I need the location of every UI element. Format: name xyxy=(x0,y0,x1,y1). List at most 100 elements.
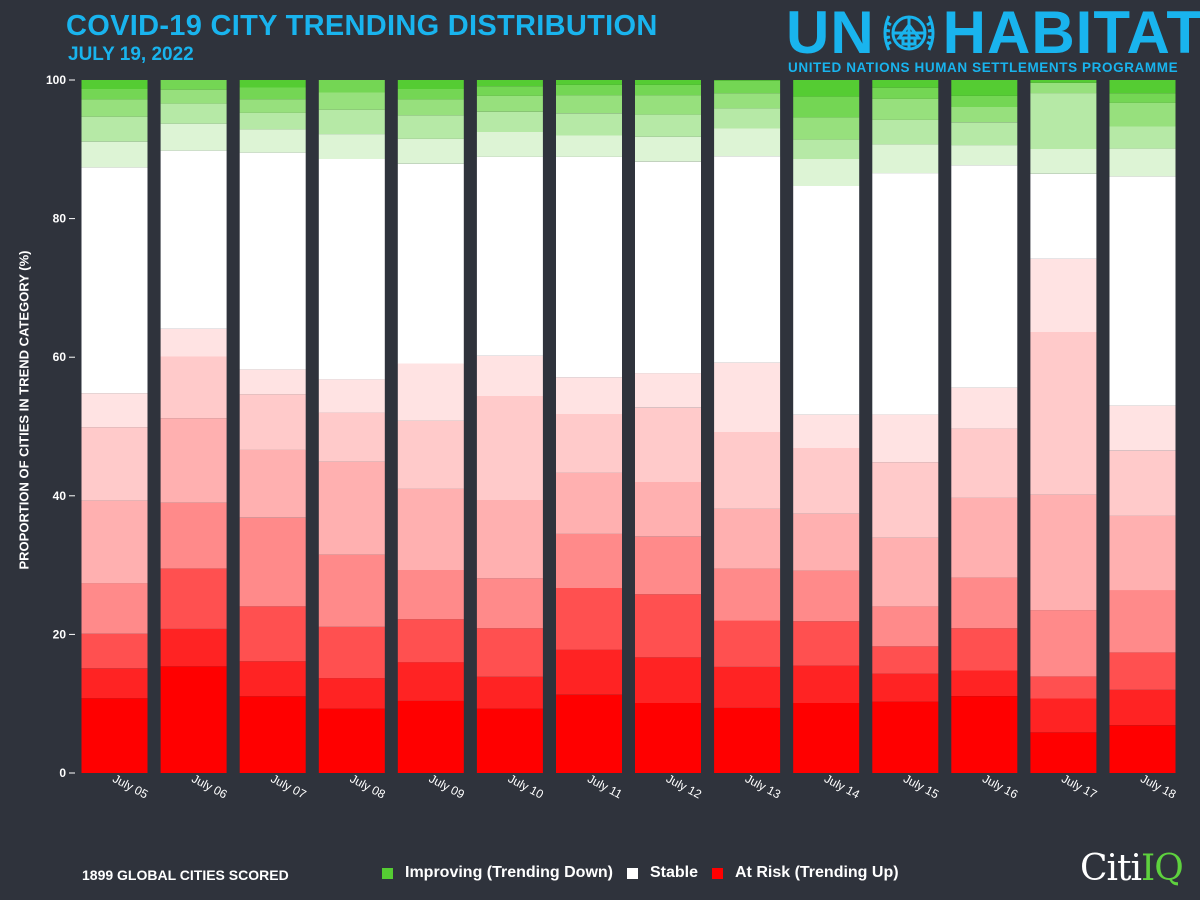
bar-segment xyxy=(635,95,701,115)
bar-segment xyxy=(397,163,464,364)
bar-segment xyxy=(635,481,701,537)
bar-segment xyxy=(1030,676,1097,699)
bar-segment xyxy=(476,95,543,112)
legend-label-at-risk: At Risk (Trending Up) xyxy=(735,864,899,881)
bar-segment xyxy=(239,661,306,697)
bar-segment xyxy=(81,99,148,117)
bar-segment xyxy=(1109,725,1176,773)
bar-segment xyxy=(1109,102,1176,127)
x-tick-label: July 07 xyxy=(268,771,308,801)
bar-segment xyxy=(239,99,306,113)
bar-segment xyxy=(872,606,939,647)
bar-segment xyxy=(476,708,543,773)
bar-segment xyxy=(793,448,860,514)
bar-segment xyxy=(160,80,227,90)
bar-segment xyxy=(397,662,464,701)
bar-segment xyxy=(1109,515,1176,591)
bar-segment xyxy=(1030,331,1097,495)
chart-title: COVID-19 CITY TRENDING DISTRIBUTION xyxy=(66,10,658,42)
bar-segment xyxy=(951,696,1018,773)
legend-stable: Stable xyxy=(626,864,698,882)
bar-segment xyxy=(556,472,622,534)
y-tick-label: 0 xyxy=(59,766,66,780)
bar-segment xyxy=(81,500,148,584)
bar-segment xyxy=(1030,698,1097,733)
bar-segment xyxy=(239,449,306,518)
y-tick-label: 20 xyxy=(53,627,67,641)
bar-segment xyxy=(872,673,939,702)
bar-segment xyxy=(318,134,385,159)
bar-segment xyxy=(714,108,781,129)
bar-segment xyxy=(556,533,622,588)
bar-segment xyxy=(635,703,701,773)
un-emblem-icon xyxy=(883,15,935,51)
bar-segment xyxy=(397,89,464,100)
bar-segment xyxy=(476,628,543,677)
bar-segment xyxy=(1109,148,1176,177)
bar-segment xyxy=(793,665,860,703)
y-tick-label: 100 xyxy=(46,73,66,87)
bar-segment xyxy=(397,619,464,663)
bar-segment xyxy=(951,145,1018,166)
bar-segment xyxy=(81,393,148,428)
un-habitat-logo: UN HABITAT UNITED NATIONS HUMAN SETTLEME… xyxy=(786,3,1200,84)
y-tick-label: 80 xyxy=(53,212,67,226)
bar-segment xyxy=(1109,93,1176,103)
bar-segment xyxy=(635,136,701,162)
bar-segment xyxy=(556,588,622,650)
bar-segment xyxy=(476,132,543,157)
bar-segment xyxy=(397,99,464,116)
bar-segment xyxy=(951,80,1018,96)
bar-segment xyxy=(793,117,860,140)
bar-segment xyxy=(318,80,385,93)
bar-segment xyxy=(1109,126,1176,149)
bar-segment xyxy=(476,578,543,629)
bar-segment xyxy=(1109,405,1176,451)
bar-segment xyxy=(81,583,148,634)
bar-segment xyxy=(397,138,464,164)
bar-segment xyxy=(872,537,939,607)
bar-segment xyxy=(556,649,622,695)
x-tick-label: July 16 xyxy=(980,771,1020,801)
bar-segment xyxy=(1030,93,1097,149)
bar-segment xyxy=(476,500,543,579)
bar-segment xyxy=(318,626,385,679)
x-tick-label: July 13 xyxy=(743,771,783,801)
bar-segment xyxy=(239,129,306,153)
logo-subtitle: UNITED NATIONS HUMAN SETTLEMENTS PROGRAM… xyxy=(788,60,1179,75)
bar-segment xyxy=(556,113,622,136)
logo-text-right: HABITAT xyxy=(942,0,1200,66)
bar-segment xyxy=(556,694,622,773)
bar-segment xyxy=(793,80,860,97)
bar-segment xyxy=(635,657,701,703)
x-tick-label: July 11 xyxy=(585,772,625,802)
bar-segment xyxy=(951,497,1018,578)
bar-segment xyxy=(1030,82,1097,94)
bar-segment xyxy=(872,80,939,88)
bar-segment xyxy=(160,568,227,629)
bar-segment xyxy=(951,670,1018,696)
legend: Improving (Trending Down) Stable At Risk… xyxy=(382,864,913,882)
bar-segment xyxy=(81,167,148,394)
x-tick-label: July 09 xyxy=(427,771,467,801)
bar-segment xyxy=(872,98,939,120)
bar-segment xyxy=(160,328,227,357)
bar-segment xyxy=(239,112,306,130)
bar-segment xyxy=(872,462,939,538)
bar-segment xyxy=(160,103,227,124)
bar-segment xyxy=(556,95,622,114)
bar-segment xyxy=(793,621,860,666)
bar-segment xyxy=(397,700,464,773)
bar-segment xyxy=(318,708,385,773)
bar-segment xyxy=(556,84,622,96)
bar-segment xyxy=(81,698,148,773)
bar-segment xyxy=(318,412,385,462)
bar-segment xyxy=(793,139,860,159)
bar-segment xyxy=(476,156,543,356)
bar-segment xyxy=(556,156,622,378)
bar-segment xyxy=(635,373,701,408)
x-tick-label: July 08 xyxy=(348,771,388,801)
x-tick-label: July 10 xyxy=(506,771,546,801)
bar-segment xyxy=(239,87,306,100)
bar-segment xyxy=(951,122,1018,146)
